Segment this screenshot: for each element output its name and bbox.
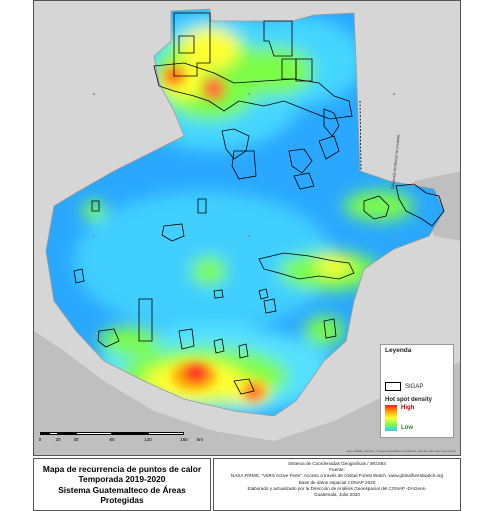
density-color-ramp xyxy=(385,405,397,431)
map-title-line: Protegidas xyxy=(100,495,144,505)
map-frame[interactable]: Diferendo territorial no resuelto Leyend… xyxy=(33,0,461,456)
map-legend: Leyenda SIGAP Hot spot density High Low xyxy=(380,344,454,438)
scale-segment xyxy=(112,432,148,435)
map-title-line: Temporada 2019-2020 xyxy=(78,474,166,484)
coordinate-system: Sistema de Coordenadas Geograficas / WGS… xyxy=(288,461,386,466)
author-text: Elaborado y actualizado por la Dirección… xyxy=(247,485,427,491)
sigap-label: SIGAP xyxy=(405,383,424,390)
low-label: Low xyxy=(401,425,413,431)
scale-segment xyxy=(58,432,76,435)
country-border xyxy=(45,8,445,417)
map-title-line: Sistema Guatemalteco de Áreas xyxy=(58,484,186,495)
scale-tick-label: 160 xyxy=(180,437,188,442)
map-title-block: Mapa de recurrencia de puntos de calor T… xyxy=(33,458,211,511)
scale-segment xyxy=(40,432,49,435)
scale-segment xyxy=(76,432,112,435)
date-text: Guatemala, Julio 2020 xyxy=(314,492,360,498)
scale-tick-label: 0 xyxy=(38,437,42,442)
map-canvas[interactable] xyxy=(34,1,461,456)
hotspot-density-title: Hot spot density xyxy=(385,397,433,403)
high-label: High xyxy=(401,405,415,411)
sigap-swatch xyxy=(385,382,401,391)
legend-sigap-row: SIGAP xyxy=(385,382,449,391)
scale-tick-label: 120 xyxy=(144,437,152,442)
legend-title: Leyenda xyxy=(385,347,412,354)
scale-unit-label: km xyxy=(197,437,203,442)
scale-tick-label: 40 xyxy=(73,437,79,442)
pacific-ocean xyxy=(34,331,460,455)
graticule xyxy=(93,93,395,237)
map-info-block: Sistema de Coordenadas Geograficas / WGS… xyxy=(213,458,461,511)
scale-tick-label: 20 xyxy=(55,437,61,442)
scale-segment xyxy=(49,432,58,435)
territorial-dispute-line xyxy=(359,100,362,172)
source-text: NASA FIRMS. "VIIRS Active Fires". Acceso… xyxy=(230,473,444,479)
source-heading: Fuente: xyxy=(329,467,345,473)
scale-segment xyxy=(148,432,184,435)
database-text: Base de datos espacial CONAP 2020 xyxy=(298,479,376,485)
sigap-protected-areas[interactable] xyxy=(73,12,445,395)
map-title-line: Mapa de recurrencia de puntos de calor xyxy=(42,463,202,474)
color-ramp-row: High Low xyxy=(385,405,449,431)
scale-bar: 0 20 40 80 120 160 km xyxy=(38,432,203,446)
map-credits: Esri, HERE, Garmin, © OpenStreetMap cont… xyxy=(347,449,456,453)
scale-tick-label: 80 xyxy=(109,437,115,442)
